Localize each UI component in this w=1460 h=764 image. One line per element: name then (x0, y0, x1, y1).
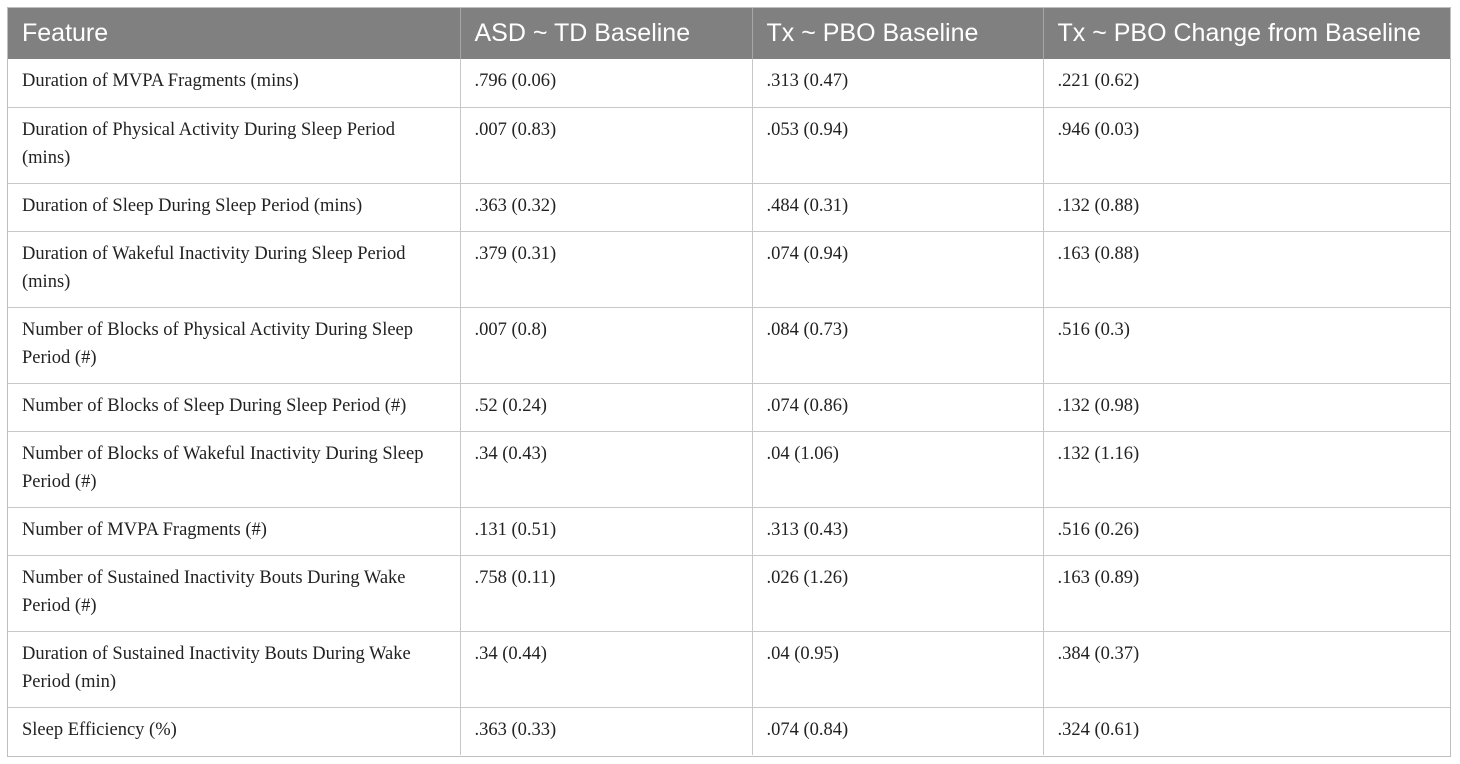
value-cell: .132 (0.98) (1043, 383, 1450, 432)
value-cell: .04 (0.95) (752, 631, 1044, 708)
value-cell: .007 (0.83) (460, 107, 753, 184)
value-cell: .946 (0.03) (1043, 107, 1450, 184)
value-cell: .132 (1.16) (1043, 431, 1450, 508)
value-cell: .04 (1.06) (752, 431, 1044, 508)
header-asd-td-baseline: ASD ~ TD Baseline (460, 8, 753, 59)
table-row: Sleep Efficiency (%) .363 (0.33) .074 (0… (8, 707, 1450, 755)
table-row: Number of Blocks of Physical Activity Du… (8, 307, 1450, 384)
table-row: Duration of Physical Activity During Sle… (8, 107, 1450, 184)
value-cell: .484 (0.31) (752, 183, 1044, 232)
feature-cell: Number of Sustained Inactivity Bouts Dur… (8, 555, 461, 632)
feature-cell: Number of Blocks of Sleep During Sleep P… (8, 383, 461, 432)
value-cell: .34 (0.43) (460, 431, 753, 508)
value-cell: .313 (0.47) (752, 59, 1044, 108)
table-row: Duration of Wakeful Inactivity During Sl… (8, 231, 1450, 308)
value-cell: .363 (0.33) (460, 707, 753, 755)
feature-cell: Duration of Wakeful Inactivity During Sl… (8, 231, 461, 308)
value-cell: .796 (0.06) (460, 59, 753, 108)
table-row: Duration of Sustained Inactivity Bouts D… (8, 631, 1450, 708)
value-cell: .516 (0.3) (1043, 307, 1450, 384)
table-row: Duration of MVPA Fragments (mins) .796 (… (8, 59, 1450, 108)
value-cell: .163 (0.88) (1043, 231, 1450, 308)
value-cell: .074 (0.84) (752, 707, 1044, 755)
table-row: Duration of Sleep During Sleep Period (m… (8, 183, 1450, 232)
feature-cell: Duration of Sleep During Sleep Period (m… (8, 183, 461, 232)
data-table-container: Feature ASD ~ TD Baseline Tx ~ PBO Basel… (7, 7, 1451, 757)
feature-cell: Number of Blocks of Wakeful Inactivity D… (8, 431, 461, 508)
table-row: Number of MVPA Fragments (#) .131 (0.51)… (8, 507, 1450, 556)
value-cell: .084 (0.73) (752, 307, 1044, 384)
feature-cell: Sleep Efficiency (%) (8, 707, 461, 755)
value-cell: .363 (0.32) (460, 183, 753, 232)
feature-cell: Duration of MVPA Fragments (mins) (8, 59, 461, 108)
header-row: Feature ASD ~ TD Baseline Tx ~ PBO Basel… (8, 8, 1450, 59)
feature-cell: Duration of Sustained Inactivity Bouts D… (8, 631, 461, 708)
value-cell: .221 (0.62) (1043, 59, 1450, 108)
feature-cell: Number of MVPA Fragments (#) (8, 507, 461, 556)
value-cell: .758 (0.11) (460, 555, 753, 632)
header-tx-pbo-baseline: Tx ~ PBO Baseline (752, 8, 1044, 59)
feature-cell: Number of Blocks of Physical Activity Du… (8, 307, 461, 384)
value-cell: .379 (0.31) (460, 231, 753, 308)
value-cell: .007 (0.8) (460, 307, 753, 384)
value-cell: .163 (0.89) (1043, 555, 1450, 632)
value-cell: .053 (0.94) (752, 107, 1044, 184)
table-row: Number of Blocks of Wakeful Inactivity D… (8, 431, 1450, 508)
table-row: Number of Sustained Inactivity Bouts Dur… (8, 555, 1450, 632)
feature-cell: Duration of Physical Activity During Sle… (8, 107, 461, 184)
value-cell: .516 (0.26) (1043, 507, 1450, 556)
value-cell: .074 (0.86) (752, 383, 1044, 432)
value-cell: .074 (0.94) (752, 231, 1044, 308)
value-cell: .324 (0.61) (1057, 719, 1140, 740)
value-cell: .52 (0.24) (460, 383, 753, 432)
header-feature: Feature (8, 8, 461, 59)
value-cell: .026 (1.26) (752, 555, 1044, 632)
value-cell: .132 (0.88) (1043, 183, 1450, 232)
value-cell: .34 (0.44) (460, 631, 753, 708)
value-cell: .131 (0.51) (460, 507, 753, 556)
table-row: Number of Blocks of Sleep During Sleep P… (8, 383, 1450, 432)
header-tx-pbo-change: Tx ~ PBO Change from Baseline (1043, 8, 1450, 59)
value-cell: .313 (0.43) (752, 507, 1044, 556)
feature-table: Feature ASD ~ TD Baseline Tx ~ PBO Basel… (8, 8, 1450, 755)
value-cell: .384 (0.37) (1043, 631, 1450, 708)
